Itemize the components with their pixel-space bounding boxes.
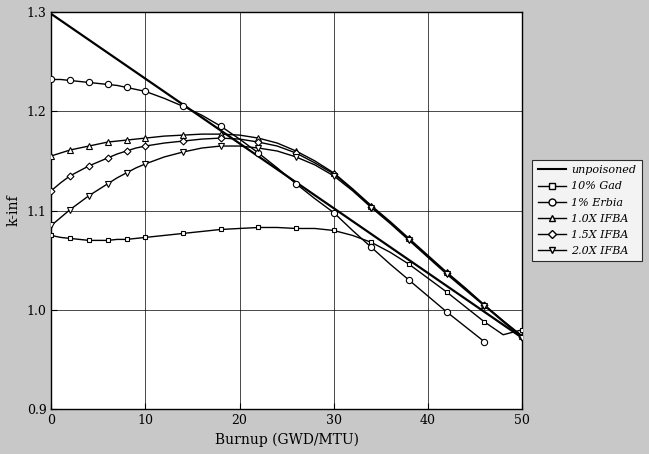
2.0X IFBA (141, 161, 149, 167)
Line: 1% Erbia: 1% Erbia (48, 76, 487, 345)
1.5X IFBA (179, 138, 187, 144)
1.0X IFBA (47, 153, 55, 159)
2.0X IFBA (217, 143, 225, 149)
2.0X IFBA (330, 173, 337, 178)
1.5X IFBA (104, 155, 112, 161)
1.0X IFBA (330, 170, 337, 176)
1.5X IFBA (405, 237, 413, 242)
X-axis label: Burnup (GWD/MTU): Burnup (GWD/MTU) (215, 433, 359, 447)
10% Gad (141, 235, 149, 240)
1% Erbia (141, 89, 149, 94)
1.0X IFBA (480, 302, 488, 308)
2.0X IFBA (443, 271, 450, 277)
Line: 1.0X IFBA: 1.0X IFBA (48, 131, 525, 339)
1.5X IFBA (254, 139, 262, 145)
2.0X IFBA (518, 335, 526, 340)
2.0X IFBA (254, 145, 262, 151)
1.5X IFBA (141, 143, 149, 149)
1% Erbia (443, 309, 450, 315)
1.0X IFBA (141, 135, 149, 141)
1.0X IFBA (254, 135, 262, 141)
2.0X IFBA (405, 238, 413, 243)
Y-axis label: k-inf: k-inf (7, 195, 21, 227)
2.0X IFBA (367, 205, 375, 210)
2.0X IFBA (292, 154, 300, 160)
10% Gad (330, 228, 337, 233)
1.0X IFBA (123, 138, 130, 143)
2.0X IFBA (104, 181, 112, 187)
10% Gad (123, 237, 130, 242)
Legend: unpoisoned, 10% Gad, 1% Erbia, 1.0X IFBA, 1.5X IFBA, 2.0X IFBA: unpoisoned, 10% Gad, 1% Erbia, 1.0X IFBA… (532, 160, 642, 262)
1% Erbia (480, 339, 488, 345)
1.0X IFBA (66, 147, 74, 153)
1% Erbia (104, 82, 112, 87)
1% Erbia (66, 78, 74, 83)
Line: 2.0X IFBA: 2.0X IFBA (48, 143, 525, 341)
10% Gad (292, 226, 300, 231)
2.0X IFBA (123, 170, 130, 176)
10% Gad (47, 233, 55, 238)
1% Erbia (330, 210, 337, 215)
1.5X IFBA (480, 302, 488, 308)
1% Erbia (123, 85, 130, 90)
1% Erbia (47, 77, 55, 82)
10% Gad (443, 289, 450, 295)
1% Erbia (405, 277, 413, 283)
1.0X IFBA (518, 333, 526, 339)
1.5X IFBA (66, 173, 74, 178)
1.0X IFBA (85, 143, 93, 149)
2.0X IFBA (66, 207, 74, 212)
2.0X IFBA (85, 193, 93, 198)
1.5X IFBA (85, 163, 93, 168)
1.5X IFBA (330, 171, 337, 177)
10% Gad (217, 227, 225, 232)
1.0X IFBA (367, 203, 375, 208)
1.5X IFBA (47, 188, 55, 193)
10% Gad (405, 262, 413, 267)
2.0X IFBA (179, 149, 187, 155)
1% Erbia (367, 245, 375, 250)
1.5X IFBA (123, 148, 130, 154)
1% Erbia (217, 123, 225, 129)
Line: 1.5X IFBA: 1.5X IFBA (49, 136, 524, 339)
1.5X IFBA (217, 135, 225, 141)
10% Gad (254, 225, 262, 230)
1.0X IFBA (104, 139, 112, 145)
10% Gad (104, 238, 112, 243)
1% Erbia (292, 181, 300, 187)
2.0X IFBA (480, 303, 488, 309)
1% Erbia (179, 104, 187, 109)
10% Gad (480, 319, 488, 325)
1.5X IFBA (443, 271, 450, 276)
10% Gad (179, 231, 187, 236)
10% Gad (518, 327, 526, 332)
1% Erbia (254, 150, 262, 156)
2.0X IFBA (47, 223, 55, 228)
1% Erbia (85, 80, 93, 85)
1.0X IFBA (405, 236, 413, 241)
10% Gad (367, 240, 375, 245)
1.0X IFBA (179, 133, 187, 138)
1.5X IFBA (292, 150, 300, 156)
1.5X IFBA (367, 204, 375, 209)
1.0X IFBA (443, 270, 450, 275)
Line: 10% Gad: 10% Gad (49, 225, 524, 332)
1.0X IFBA (217, 131, 225, 137)
10% Gad (66, 236, 74, 241)
10% Gad (85, 238, 93, 243)
1.5X IFBA (518, 334, 526, 340)
1.0X IFBA (292, 148, 300, 154)
